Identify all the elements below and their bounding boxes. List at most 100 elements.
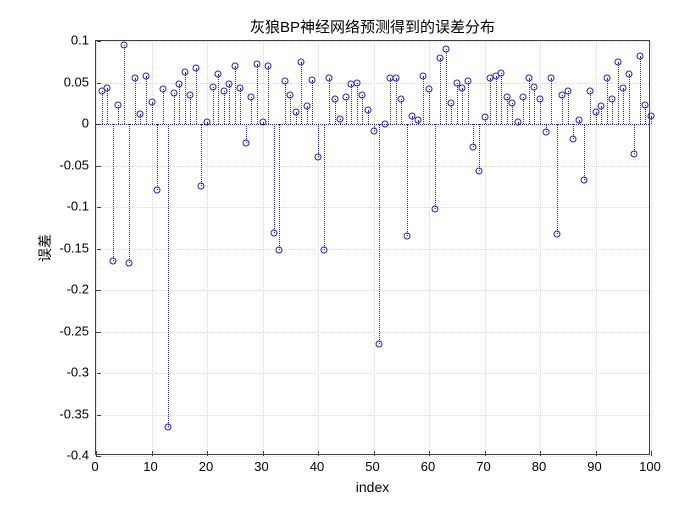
stem-line: [396, 78, 397, 124]
gridline-vertical: [96, 41, 97, 454]
data-marker: [614, 58, 621, 65]
stem-line: [329, 78, 330, 124]
data-marker: [542, 129, 549, 136]
gridline-vertical: [263, 41, 264, 454]
x-tick: [485, 451, 486, 456]
x-tick: [263, 451, 264, 456]
data-marker: [531, 83, 538, 90]
data-marker: [287, 91, 294, 98]
gridline-vertical: [318, 41, 319, 454]
y-tick-label: -0.1: [39, 199, 89, 214]
stem-line: [146, 76, 147, 124]
stem-line: [479, 124, 480, 171]
gridline-horizontal: [96, 415, 649, 416]
data-marker: [553, 231, 560, 238]
x-tick-label: 10: [143, 459, 157, 474]
stem-line: [618, 62, 619, 124]
stem-line: [357, 83, 358, 125]
gridline-vertical: [374, 41, 375, 454]
gridline-horizontal: [96, 166, 649, 167]
data-marker: [598, 102, 605, 109]
data-marker: [520, 94, 527, 101]
y-tick-label: 0.1: [39, 33, 89, 48]
stem-line: [551, 78, 552, 124]
stem-line: [401, 99, 402, 124]
data-marker: [403, 233, 410, 240]
data-marker: [248, 94, 255, 101]
stem-line: [274, 124, 275, 233]
data-marker: [420, 72, 427, 79]
stem-line: [590, 91, 591, 124]
x-tick: [540, 451, 541, 456]
gridline-horizontal: [96, 249, 649, 250]
stem-line: [318, 124, 319, 157]
stem-line: [129, 124, 130, 263]
y-tick-label: -0.35: [39, 406, 89, 421]
data-marker: [376, 340, 383, 347]
gridline-horizontal: [96, 290, 649, 291]
data-marker: [187, 91, 194, 98]
x-tick-label: 40: [310, 459, 324, 474]
stem-line: [196, 68, 197, 124]
data-marker: [642, 101, 649, 108]
gridline-horizontal: [96, 332, 649, 333]
stem-line: [462, 88, 463, 124]
data-marker: [281, 77, 288, 84]
x-tick: [374, 451, 375, 456]
data-marker: [131, 75, 138, 82]
data-marker: [570, 135, 577, 142]
data-marker: [126, 260, 133, 267]
stem-line: [623, 88, 624, 124]
stem-line: [362, 95, 363, 124]
y-tick-label: -0.05: [39, 157, 89, 172]
x-tick-label: 20: [199, 459, 213, 474]
data-marker: [148, 98, 155, 105]
data-marker: [276, 247, 283, 254]
data-marker: [181, 68, 188, 75]
stem-line: [157, 124, 158, 190]
data-marker: [231, 62, 238, 69]
stem-line: [562, 95, 563, 124]
x-tick-label: 90: [587, 459, 601, 474]
data-marker: [265, 62, 272, 69]
data-marker: [331, 96, 338, 103]
data-marker: [364, 106, 371, 113]
stem-line: [174, 93, 175, 124]
y-tick-label: -0.3: [39, 365, 89, 380]
stem-line: [612, 99, 613, 124]
stem-line: [240, 88, 241, 124]
stem-line: [218, 74, 219, 124]
stem-line: [407, 124, 408, 236]
data-marker: [270, 229, 277, 236]
stem-line: [501, 73, 502, 124]
x-tick-label: 80: [532, 459, 546, 474]
y-tick-label: -0.2: [39, 282, 89, 297]
data-marker: [209, 83, 216, 90]
data-marker: [120, 42, 127, 49]
x-tick: [318, 451, 319, 456]
data-marker: [220, 87, 227, 94]
stem-line: [179, 84, 180, 124]
data-marker: [259, 119, 266, 126]
stem-line: [457, 83, 458, 125]
data-marker: [609, 96, 616, 103]
x-tick: [596, 451, 597, 456]
stem-line: [290, 95, 291, 124]
data-marker: [498, 69, 505, 76]
data-marker: [398, 96, 405, 103]
stem-line: [168, 124, 169, 427]
figure: 灰狼BP神经网络预测得到的误差分布 index 误差 -0.4-0.35-0.3…: [0, 0, 700, 525]
gridline-horizontal: [96, 207, 649, 208]
data-marker: [353, 79, 360, 86]
data-marker: [448, 100, 455, 107]
stem-line: [351, 84, 352, 124]
stem-line: [468, 81, 469, 124]
stem-line: [507, 97, 508, 124]
stem-line: [124, 45, 125, 124]
stem-line: [607, 78, 608, 124]
stem-line: [429, 89, 430, 124]
data-marker: [381, 121, 388, 128]
stem-line: [446, 49, 447, 124]
gridline-horizontal: [96, 373, 649, 374]
stem-line: [268, 66, 269, 124]
